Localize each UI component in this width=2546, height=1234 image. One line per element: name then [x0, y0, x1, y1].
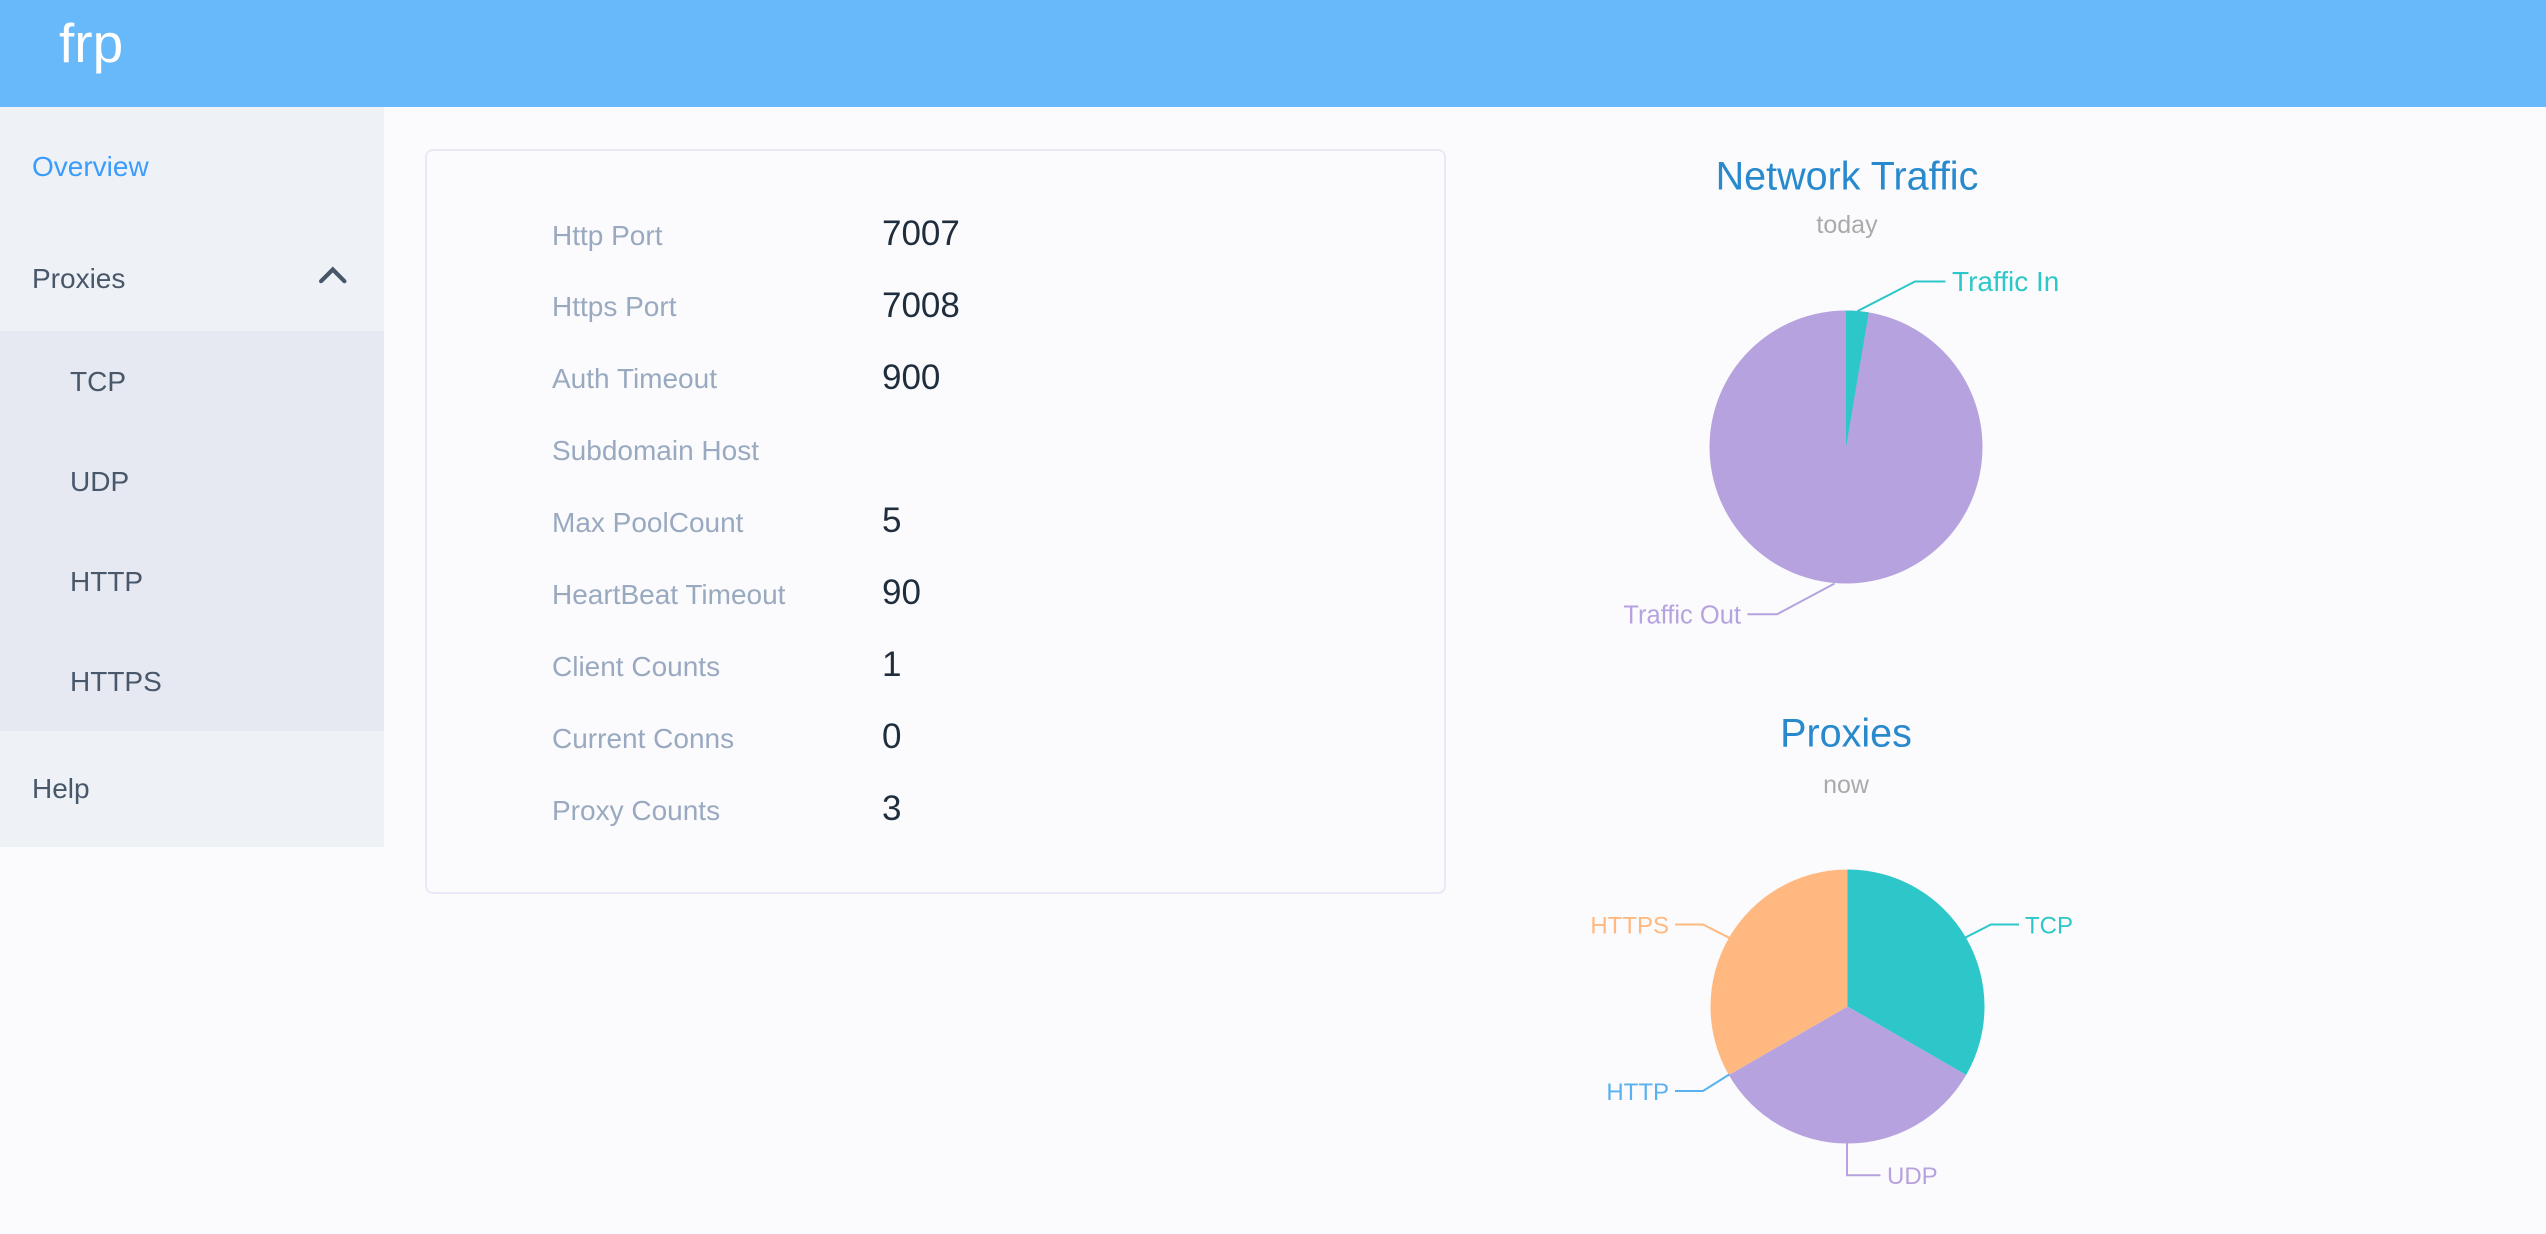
- svg-text:now: now: [1823, 771, 1870, 799]
- svg-text:TCP: TCP: [2025, 913, 2073, 940]
- svg-text:Traffic In: Traffic In: [1952, 266, 2059, 297]
- svg-text:UDP: UDP: [1887, 1163, 1938, 1190]
- svg-text:Proxies: Proxies: [1780, 712, 1912, 756]
- svg-text:Traffic Out: Traffic Out: [1623, 601, 1741, 629]
- svg-text:Network Traffic: Network Traffic: [1716, 155, 1979, 199]
- svg-text:HTTP: HTTP: [1606, 1079, 1669, 1106]
- svg-text:today: today: [1816, 211, 1878, 239]
- svg-text:HTTPS: HTTPS: [1590, 913, 1669, 940]
